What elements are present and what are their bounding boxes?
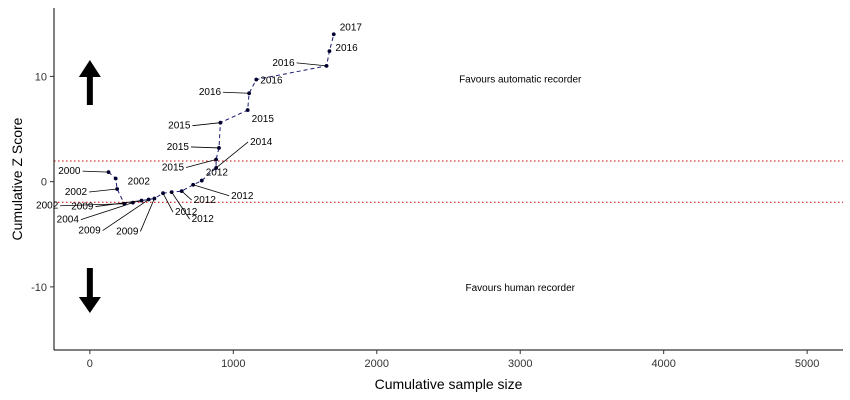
arrow-up-shaft [86, 75, 93, 105]
point-label-1: 2002 [128, 176, 151, 187]
label-leader-20 [296, 62, 327, 67]
point-label-16: 2015 [168, 121, 191, 132]
label-leader-6 [102, 199, 149, 231]
point-label-0: 2000 [58, 166, 81, 177]
annotation-favours-automatic: Favours automatic recorder [459, 75, 582, 86]
arrow-down-shaft [86, 268, 93, 298]
series-cumulative-z [106, 32, 336, 206]
point-label-20: 2016 [272, 58, 295, 69]
point-label-8: 2012 [175, 207, 198, 218]
x-axis-title: Cumulative sample size [375, 376, 523, 392]
point-label-10: 2012 [194, 195, 217, 206]
x-tick-label-0: 0 [87, 358, 93, 370]
point-label-14: 2015 [162, 163, 185, 174]
point-label-19: 2016 [260, 76, 283, 87]
x-ticks: 0 1000 2000 3000 4000 5000 [87, 350, 819, 370]
data-point-15 [217, 146, 221, 150]
point-label-4: 2004 [57, 215, 80, 226]
y-tick-label-10: 10 [35, 71, 47, 83]
label-leader-4 [80, 202, 134, 221]
point-label-12: 2012 [206, 168, 229, 179]
point-label-17: 2015 [252, 114, 275, 125]
data-point-17 [245, 108, 250, 112]
point-label-21: 2016 [335, 43, 358, 54]
data-point-16 [218, 120, 223, 125]
axes [53, 8, 843, 351]
point-label-9: 2012 [192, 214, 215, 225]
label-leader-10 [181, 190, 192, 201]
y-tick-label--10: -10 [31, 282, 47, 294]
point-label-13: 2014 [250, 137, 273, 148]
point-label-5: 2009 [71, 202, 94, 213]
series-line [108, 34, 335, 205]
x-tick-label-5000: 5000 [795, 358, 819, 370]
label-leader-14 [186, 159, 217, 168]
point-label-22: 2017 [340, 22, 363, 33]
x-tick-label-3000: 3000 [508, 358, 532, 370]
point-label-15: 2015 [167, 142, 190, 153]
data-point-22 [331, 32, 336, 37]
x-tick-label-4000: 4000 [651, 358, 675, 370]
point-label-6: 2009 [78, 226, 101, 237]
label-leader-2 [89, 188, 118, 193]
label-leader-16 [192, 122, 221, 127]
label-leader-18 [223, 91, 250, 94]
annotation-favours-human: Favours human recorder [465, 283, 575, 294]
data-point-5 [139, 198, 144, 203]
label-leader-8 [162, 193, 174, 213]
threshold-lines [54, 160, 843, 203]
data-point-19 [254, 77, 259, 82]
label-leader-9 [171, 191, 190, 220]
x-tick-label-1000: 1000 [221, 358, 245, 370]
arrow-down-icon [78, 297, 101, 313]
label-leader-13 [215, 141, 249, 169]
point-label-3: 2002 [36, 201, 59, 212]
label-leader-0 [82, 170, 109, 173]
point-label-18: 2016 [199, 87, 222, 98]
point-label-2: 2002 [65, 187, 88, 198]
x-tick-label-2000: 2000 [365, 358, 389, 370]
data-point-12 [199, 178, 204, 183]
y-ticks: -10 0 10 [31, 71, 54, 294]
y-tick-label-0: 0 [41, 177, 47, 189]
point-label-11: 2012 [231, 191, 254, 202]
label-leader-7 [140, 198, 155, 232]
annotations: Favours automatic recorder Favours human… [78, 60, 582, 313]
data-point-1 [113, 176, 118, 181]
point-label-7: 2009 [116, 226, 139, 237]
label-leader-5 [95, 200, 142, 207]
y-axis-title: Cumulative Z Score [9, 117, 25, 240]
label-leader-15 [190, 146, 219, 149]
arrow-up-icon [78, 60, 101, 77]
label-leader-11 [193, 184, 230, 197]
data-point-21 [327, 49, 332, 54]
